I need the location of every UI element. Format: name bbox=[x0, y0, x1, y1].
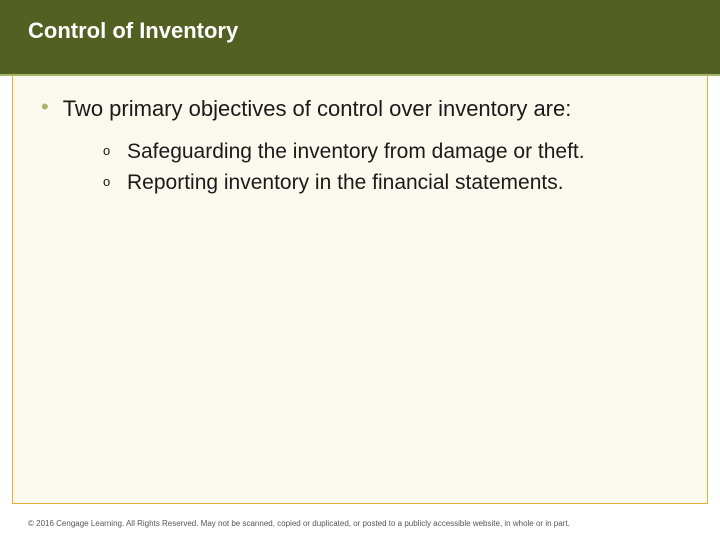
content-wrap: • Two primary objectives of control over… bbox=[0, 76, 720, 540]
sub-item: o Safeguarding the inventory from damage… bbox=[103, 138, 679, 165]
slide-title: Control of Inventory bbox=[28, 18, 238, 44]
sub-text: Reporting inventory in the financial sta… bbox=[127, 169, 564, 196]
sub-marker: o bbox=[103, 138, 113, 164]
slide-header: Control of Inventory bbox=[0, 0, 720, 74]
content-area: • Two primary objectives of control over… bbox=[12, 76, 708, 504]
slide: Control of Inventory • Two primary objec… bbox=[0, 0, 720, 540]
bullet-marker: • bbox=[41, 96, 49, 118]
bullet-item: • Two primary objectives of control over… bbox=[41, 94, 679, 124]
sub-item: o Reporting inventory in the financial s… bbox=[103, 169, 679, 196]
copyright-footer: © 2016 Cengage Learning. All Rights Rese… bbox=[28, 519, 700, 528]
sub-list: o Safeguarding the inventory from damage… bbox=[103, 138, 679, 197]
bullet-text: Two primary objectives of control over i… bbox=[63, 94, 572, 124]
sub-text: Safeguarding the inventory from damage o… bbox=[127, 138, 585, 165]
sub-marker: o bbox=[103, 169, 113, 195]
